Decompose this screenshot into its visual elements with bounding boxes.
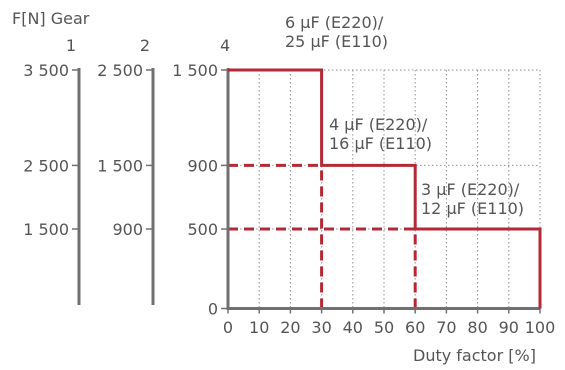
y-axis-label: F[N] Gear	[12, 9, 90, 28]
x-tick-label: 20	[280, 318, 300, 337]
annotation-line: 25 µF (E110)	[285, 32, 388, 51]
annotation-line: 6 µF (E220)/	[285, 13, 384, 32]
gear-4-label: 4	[220, 36, 230, 55]
gear-1-label: 1	[66, 36, 76, 55]
y-tick-label: 1 500	[23, 220, 69, 239]
x-tick-label: 40	[343, 318, 363, 337]
annotation-line: 16 µF (E110)	[329, 134, 432, 153]
step-line	[228, 68, 542, 309]
step-series-line	[228, 68, 542, 309]
x-tick-label: 90	[499, 318, 519, 337]
x-axis-label: Duty factor [%]	[413, 346, 536, 365]
x-tick-label: 0	[223, 318, 233, 337]
annotation-line: 4 µF (E220)/	[329, 115, 428, 134]
capacitor-annotation: 3 µF (E220)/12 µF (E110)	[421, 180, 524, 218]
y-tick-label: 0	[208, 300, 218, 319]
y-tick-label: 2 500	[97, 61, 143, 80]
x-tick-label: 50	[374, 318, 394, 337]
x-tick-label: 60	[405, 318, 425, 337]
y-tick-label: 2 500	[23, 156, 69, 175]
y-tick-label: 1 500	[172, 61, 218, 80]
x-tick-label: 100	[525, 318, 556, 337]
x-tick-label: 10	[249, 318, 269, 337]
x-tick-label: 30	[311, 318, 331, 337]
labels: F[N] Gear Duty factor [%] 0 10 20 30 40 50 60 7…	[12, 9, 555, 365]
annotation-line: 3 µF (E220)/	[421, 180, 520, 199]
axes	[72, 68, 541, 314]
x-tick-label: 80	[467, 318, 487, 337]
y-tick-label: 900	[112, 220, 143, 239]
capacitor-annotation: 4 µF (E220)/16 µF (E110)	[329, 115, 432, 153]
annotation-line: 12 µF (E110)	[421, 199, 524, 218]
dashed-guides	[228, 163, 417, 309]
y-tick-label: 1 500	[97, 156, 143, 175]
capacitor-annotation: 6 µF (E220)/25 µF (E110)	[285, 13, 388, 51]
gear-2-label: 2	[140, 36, 150, 55]
y-tick-label: 500	[187, 220, 218, 239]
x-tick-label: 70	[436, 318, 456, 337]
y-tick-label: 900	[187, 156, 218, 175]
y-tick-label: 3 500	[23, 61, 69, 80]
